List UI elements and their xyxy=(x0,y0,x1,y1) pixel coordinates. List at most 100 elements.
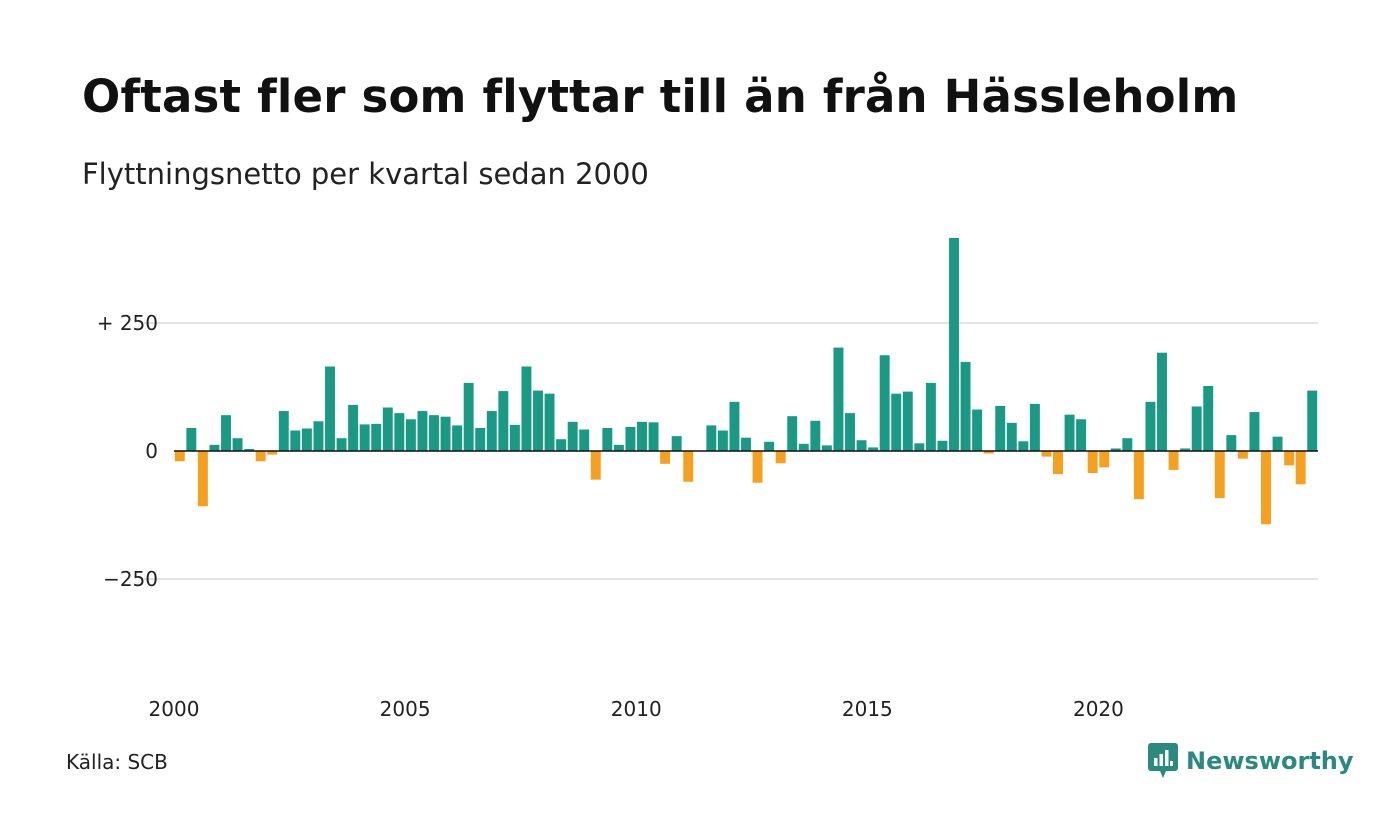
bar xyxy=(567,421,578,451)
bar xyxy=(232,438,243,451)
bar xyxy=(1284,451,1295,466)
bar xyxy=(429,415,439,451)
bar xyxy=(221,415,231,451)
chart-title: Oftast fler som flyttar till än från Häs… xyxy=(82,70,1239,123)
bar xyxy=(1122,438,1133,451)
bar xyxy=(810,420,821,451)
bar xyxy=(348,404,359,451)
bar xyxy=(937,440,948,451)
bar xyxy=(995,405,1006,451)
bar xyxy=(821,445,832,451)
bar xyxy=(671,436,682,451)
bar xyxy=(486,411,497,451)
bar xyxy=(544,393,555,451)
bar xyxy=(579,429,590,451)
x-tick-label: 2015 xyxy=(842,697,893,721)
bar xyxy=(1053,451,1063,475)
bar xyxy=(1168,451,1179,470)
bar xyxy=(1076,419,1087,451)
bar xyxy=(925,382,936,451)
bar xyxy=(1180,448,1191,451)
y-tick-label: 0 xyxy=(145,439,158,463)
bar xyxy=(960,361,971,451)
bar xyxy=(1237,451,1248,459)
bar xyxy=(440,416,451,451)
bar xyxy=(394,413,405,451)
source-note: Källa: SCB xyxy=(66,750,168,774)
bar xyxy=(313,421,324,451)
bar xyxy=(1261,451,1271,525)
bar xyxy=(868,447,879,451)
bar xyxy=(648,422,659,451)
bar xyxy=(729,401,740,451)
bar xyxy=(1029,403,1040,451)
bar xyxy=(625,426,636,451)
bar xyxy=(972,409,983,451)
bar xyxy=(856,440,867,451)
chart-subtitle: Flyttningsnetto per kvartal sedan 2000 xyxy=(82,157,649,191)
bar xyxy=(1191,406,1202,451)
bar xyxy=(775,451,786,464)
bar xyxy=(798,443,809,451)
bar xyxy=(475,427,486,451)
bar xyxy=(879,355,890,451)
bar xyxy=(1272,436,1283,451)
bar xyxy=(983,451,994,454)
newsworthy-logo-icon xyxy=(1148,743,1178,778)
bar xyxy=(845,413,855,451)
bar xyxy=(359,424,370,451)
bar xyxy=(290,430,301,451)
bar xyxy=(637,421,647,451)
bar xyxy=(1006,422,1017,451)
bar xyxy=(463,382,474,451)
bar xyxy=(752,451,763,483)
bar xyxy=(417,411,428,451)
bar xyxy=(613,444,624,451)
grid-lines xyxy=(144,322,1318,580)
bar xyxy=(405,419,416,451)
bar xyxy=(452,425,463,451)
bar xyxy=(1157,352,1167,451)
bar xyxy=(590,451,601,480)
bar xyxy=(174,451,185,462)
bar xyxy=(521,366,532,451)
bar xyxy=(764,441,775,451)
bar xyxy=(186,427,197,451)
bar xyxy=(301,428,312,451)
bar xyxy=(1018,441,1029,451)
x-tick-label: 2010 xyxy=(611,697,662,721)
bar xyxy=(787,416,798,451)
bar xyxy=(533,390,543,451)
bar xyxy=(197,451,208,507)
bar xyxy=(660,451,671,464)
bar xyxy=(741,437,751,451)
bar xyxy=(1249,412,1260,451)
bar xyxy=(1226,435,1237,451)
bar xyxy=(509,424,520,451)
bar xyxy=(914,443,925,451)
bar xyxy=(949,238,959,451)
y-tick-label: −250 xyxy=(103,567,158,591)
brand-logo[interactable]: Newsworthy xyxy=(1148,743,1354,779)
bar xyxy=(255,451,266,462)
bar xyxy=(1087,451,1098,474)
bar xyxy=(902,391,913,451)
bar xyxy=(706,425,717,451)
bar xyxy=(717,430,728,451)
bar xyxy=(556,439,567,451)
bar xyxy=(1307,390,1318,451)
axes: + 250 0 −250 2000 2005 2010 2015 2020 xyxy=(97,311,1318,721)
y-tick-label: + 250 xyxy=(97,311,158,335)
bar xyxy=(244,448,255,451)
bar xyxy=(1041,451,1052,457)
bar xyxy=(1295,451,1306,485)
bar xyxy=(498,391,509,451)
bar xyxy=(1214,451,1225,499)
x-tick-label: 2020 xyxy=(1073,697,1124,721)
bar xyxy=(325,366,335,451)
brand-name: Newsworthy xyxy=(1186,747,1354,775)
bar xyxy=(683,451,694,482)
bar xyxy=(1145,401,1156,451)
bar xyxy=(1099,451,1110,468)
